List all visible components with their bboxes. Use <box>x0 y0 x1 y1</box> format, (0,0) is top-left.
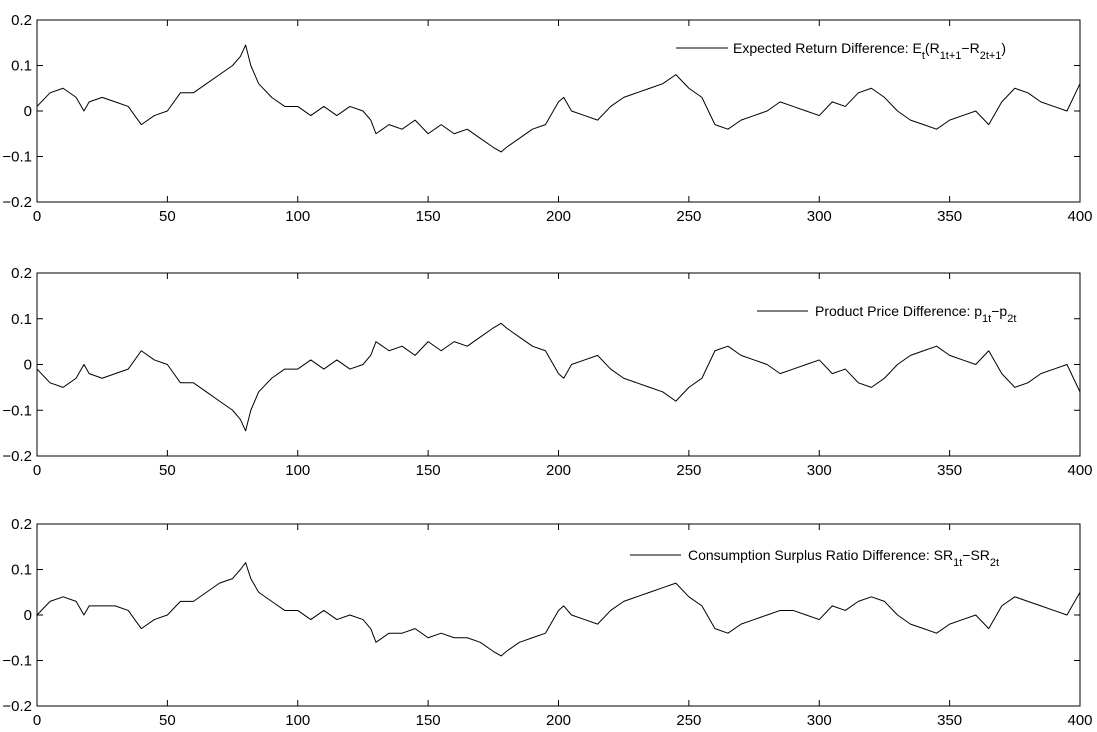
x-tick-label: 100 <box>285 462 310 479</box>
x-tick-label: 250 <box>676 208 701 225</box>
axes-frame <box>36 272 1081 457</box>
y-tick-label: 0 <box>24 103 32 120</box>
y-tick-label: 0.1 <box>11 58 32 75</box>
y-tick-label: 0.2 <box>11 516 32 533</box>
y-tick-label: 0.2 <box>11 12 32 29</box>
x-tick-label: 200 <box>546 208 571 225</box>
x-tick-label: 0 <box>33 462 41 479</box>
x-tick-label: 400 <box>1067 208 1092 225</box>
chart-panel-expected-return: 0 50 100 150 200 250 300 350 400 0.2 0.1 0 −0.1 −0.2 E… <box>2 12 1092 225</box>
x-tick-label: 100 <box>285 208 310 225</box>
x-tick-label: 0 <box>33 208 41 225</box>
x-tick-label: 200 <box>546 462 571 479</box>
y-tick-label: 0.2 <box>11 265 32 282</box>
y-tick-label: −0.2 <box>2 448 32 465</box>
axes-frame <box>36 19 1081 203</box>
x-tick-label: 300 <box>807 462 832 479</box>
legend-label: Product Price Difference: p1t−p2t <box>815 303 1016 325</box>
x-tick-label: 350 <box>937 712 962 727</box>
series-line-expected-return <box>36 44 1081 153</box>
chart-panel-consumption-surplus: 0 50 100 150 200 250 300 350 400 0.2 0.1 0 −0.1 −0.2 C… <box>2 516 1092 729</box>
legend-product-price: Product Price Difference: p1t−p2t <box>757 303 1016 325</box>
x-tick-label: 150 <box>416 462 441 479</box>
series-line-consumption-surplus <box>36 562 1081 657</box>
x-tick-label: 50 <box>159 462 176 479</box>
x-tick-label: 150 <box>416 208 441 225</box>
x-tick-label: 400 <box>1067 462 1092 479</box>
x-tick-label: 150 <box>416 712 441 727</box>
x-tick-label: 300 <box>807 712 832 727</box>
x-tick-label: 50 <box>159 208 176 225</box>
y-tick-label: −0.2 <box>2 698 32 715</box>
legend-label: Consumption Surplus Ratio Difference: SR… <box>688 547 999 569</box>
x-tick-label: 250 <box>676 712 701 727</box>
y-tick-label: 0 <box>24 357 32 374</box>
x-tick-label: 300 <box>807 208 832 225</box>
y-tick-label: 0.1 <box>11 311 32 328</box>
y-tick-label: −0.1 <box>2 402 32 419</box>
x-tick-label: 400 <box>1067 712 1092 727</box>
y-tick-label: 0.1 <box>11 562 32 579</box>
y-tick-label: −0.1 <box>2 149 32 166</box>
x-tick-label: 50 <box>159 712 176 727</box>
y-tick-label: −0.1 <box>2 653 32 670</box>
x-tick-label: 0 <box>33 712 41 727</box>
x-tick-label: 350 <box>937 208 962 225</box>
x-tick-label: 350 <box>937 462 962 479</box>
legend-consumption-surplus: Consumption Surplus Ratio Difference: SR… <box>630 547 999 569</box>
y-tick-label: −0.2 <box>2 194 32 211</box>
x-tick-label: 100 <box>285 712 310 727</box>
series-line-product-price <box>36 322 1081 432</box>
x-tick-label: 250 <box>676 462 701 479</box>
y-tick-label: 0 <box>24 607 32 624</box>
x-tick-label: 200 <box>546 712 571 727</box>
legend-expected-return: Expected Return Difference: Et(R1t+1−R2t… <box>676 40 1006 62</box>
legend-label: Expected Return Difference: Et(R1t+1−R2t… <box>733 40 1006 62</box>
chart-panel-product-price: 0 50 100 150 200 250 300 350 400 0.2 0.1 0 −0.1 −0.2 P… <box>2 265 1092 479</box>
